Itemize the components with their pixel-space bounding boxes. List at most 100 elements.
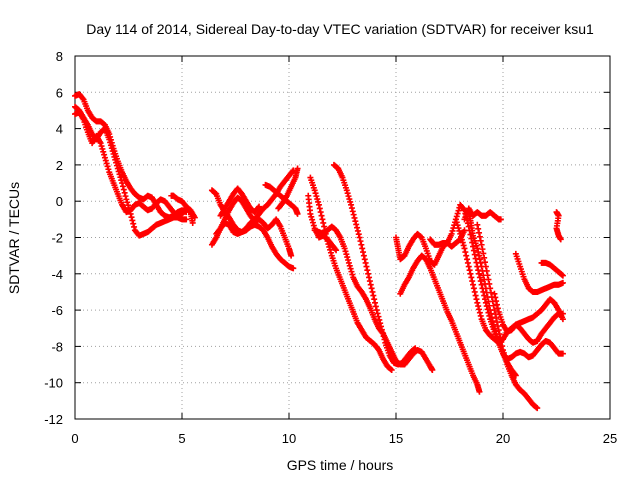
data-point <box>376 316 383 323</box>
data-point <box>378 326 385 333</box>
data-point <box>388 366 395 373</box>
data-point <box>348 205 355 212</box>
data-point <box>374 310 381 317</box>
data-point <box>103 160 110 167</box>
data-point <box>319 216 326 223</box>
data-point <box>472 292 479 299</box>
data-point <box>500 347 506 354</box>
y-tick-label: 8 <box>56 49 63 64</box>
data-point <box>493 298 500 305</box>
y-tick-label: 4 <box>56 122 63 137</box>
series-arc-10 <box>275 165 301 212</box>
data-point <box>476 388 483 395</box>
data-point <box>459 239 466 246</box>
data-point <box>429 366 436 373</box>
data-point <box>351 214 358 221</box>
data-point <box>121 189 128 196</box>
data-point <box>482 263 489 270</box>
series-arc-24 <box>538 259 566 279</box>
data-point <box>559 350 566 357</box>
data-point <box>256 203 263 210</box>
data-point <box>449 227 456 234</box>
data-point <box>488 289 495 296</box>
data-point <box>107 142 114 149</box>
data-point <box>294 210 301 217</box>
series-arc-3 <box>72 109 196 226</box>
data-point <box>464 259 471 266</box>
data-point <box>345 193 352 200</box>
data-point <box>477 278 484 285</box>
data-point <box>346 196 353 203</box>
data-point <box>355 231 362 238</box>
series-arc-23 <box>512 250 566 295</box>
data-point <box>327 249 334 256</box>
data-point <box>189 219 196 226</box>
data-point <box>315 201 322 208</box>
data-point <box>191 214 198 221</box>
data-point <box>457 230 464 237</box>
data-point <box>360 252 367 259</box>
y-tick-labels: 8 6 4 2 0 -2 -4 -6 -8 -10 -12 <box>44 49 63 427</box>
data-point <box>500 349 507 356</box>
data-point <box>375 313 382 320</box>
series-arc-11 <box>307 174 395 373</box>
data-point <box>380 333 387 340</box>
data-point <box>470 285 477 292</box>
y-tick-label: -8 <box>51 339 63 354</box>
data-point <box>371 296 378 303</box>
data-point <box>489 317 496 324</box>
data-point <box>381 336 388 343</box>
data-point <box>363 263 370 270</box>
data-point <box>476 229 483 236</box>
data-point <box>112 156 119 163</box>
series-arc-15 <box>393 227 468 268</box>
data-point <box>491 325 498 332</box>
data-point <box>463 252 470 259</box>
data-point <box>98 143 105 150</box>
data-point <box>342 248 349 255</box>
x-tick-label: 15 <box>389 431 403 446</box>
data-point <box>484 272 491 279</box>
data-point <box>491 290 498 297</box>
data-point <box>79 95 86 102</box>
data-point <box>320 219 327 226</box>
data-point <box>313 193 320 200</box>
data-point <box>373 307 380 314</box>
data-point <box>477 237 484 244</box>
data-point <box>101 154 108 161</box>
data-point <box>466 267 473 274</box>
series-arc-8 <box>217 185 263 219</box>
data-point <box>131 223 138 230</box>
data-point <box>494 305 501 312</box>
data-point <box>106 136 113 143</box>
data-point <box>119 180 126 187</box>
data-point <box>113 159 120 166</box>
data-point <box>494 323 501 330</box>
y-tick-label: -2 <box>51 231 63 246</box>
data-point <box>107 139 114 146</box>
series-arc-25 <box>553 209 564 243</box>
data-point <box>314 196 321 203</box>
data-point <box>470 247 477 254</box>
data-point <box>448 230 455 237</box>
data-point <box>456 227 463 234</box>
y-tick-label: -4 <box>51 267 63 282</box>
data-point <box>476 306 483 313</box>
data-point <box>118 177 125 184</box>
x-axis-label: GPS time / hours <box>287 457 394 473</box>
data-point <box>353 221 360 228</box>
data-point <box>101 151 108 158</box>
data-point <box>478 241 485 248</box>
data-point <box>473 296 480 303</box>
data-point <box>309 216 316 223</box>
data-point <box>100 148 107 155</box>
data-point <box>183 216 190 223</box>
data-point <box>476 252 483 259</box>
data-point <box>109 148 116 155</box>
data-point <box>317 209 324 216</box>
data-point <box>102 157 109 164</box>
data-point <box>557 236 564 243</box>
data-point <box>345 257 352 264</box>
y-tick-label: -12 <box>44 412 63 427</box>
data-point <box>476 233 483 240</box>
